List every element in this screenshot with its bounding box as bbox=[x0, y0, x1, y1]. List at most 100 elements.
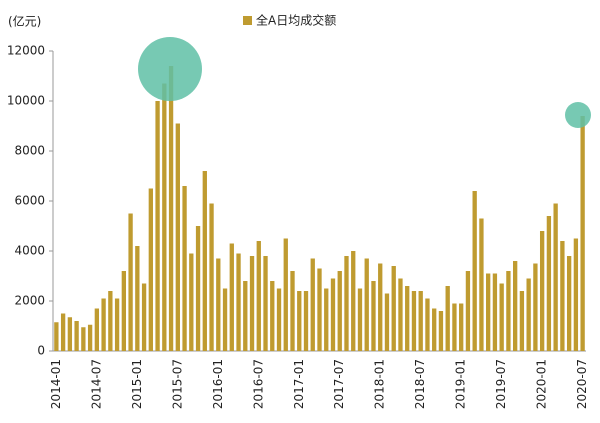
y-tick-label: 6000 bbox=[14, 194, 45, 208]
bar bbox=[337, 271, 342, 351]
bar bbox=[546, 216, 552, 351]
bar bbox=[229, 243, 234, 351]
x-tick-label: 2018-07 bbox=[413, 359, 427, 409]
bar bbox=[94, 308, 100, 351]
bar bbox=[276, 288, 282, 351]
bar bbox=[418, 291, 423, 351]
y-tick-label: 10000 bbox=[7, 94, 45, 108]
bar bbox=[330, 278, 336, 351]
bar bbox=[506, 271, 511, 351]
bar bbox=[236, 253, 241, 351]
bar bbox=[452, 303, 457, 351]
y-tick-label: 0 bbox=[37, 344, 45, 358]
highlight-circle bbox=[565, 102, 591, 128]
x-tick-label: 2015-01 bbox=[130, 359, 144, 409]
bar bbox=[432, 308, 437, 351]
bar bbox=[378, 263, 383, 351]
bar bbox=[108, 291, 113, 351]
bar bbox=[222, 288, 228, 351]
bar bbox=[512, 261, 518, 351]
x-tick-label: 2017-01 bbox=[292, 359, 306, 409]
bar bbox=[209, 203, 214, 351]
bar bbox=[290, 271, 295, 351]
x-tick-label: 2019-01 bbox=[454, 359, 468, 409]
bar bbox=[148, 188, 153, 351]
bar bbox=[492, 273, 498, 351]
bar bbox=[371, 281, 376, 351]
bar bbox=[539, 231, 545, 351]
highlight-circle bbox=[138, 37, 202, 101]
bar bbox=[256, 241, 261, 351]
bar bbox=[155, 101, 160, 351]
bar bbox=[128, 213, 133, 351]
bar bbox=[364, 258, 369, 351]
bar bbox=[216, 258, 221, 351]
bar bbox=[270, 281, 275, 351]
bar bbox=[566, 256, 572, 351]
x-tick-label: 2014-07 bbox=[89, 359, 103, 409]
bar bbox=[67, 317, 73, 351]
bar bbox=[101, 298, 106, 351]
bar bbox=[182, 186, 187, 351]
y-tick-label: 12000 bbox=[7, 44, 45, 58]
bar bbox=[54, 322, 59, 351]
bar bbox=[405, 286, 410, 351]
bar bbox=[263, 256, 268, 351]
bar bbox=[398, 278, 403, 351]
bar bbox=[74, 321, 79, 351]
bar bbox=[411, 291, 417, 351]
bar bbox=[114, 298, 120, 351]
bar bbox=[486, 273, 491, 351]
bar bbox=[202, 171, 207, 351]
y-tick-label: 4000 bbox=[14, 244, 45, 258]
bar bbox=[283, 238, 288, 351]
x-tick-label: 2020-07 bbox=[575, 359, 589, 409]
bar bbox=[425, 298, 430, 351]
bar bbox=[135, 246, 140, 351]
bar bbox=[344, 256, 349, 351]
bar bbox=[391, 266, 396, 351]
x-tick-label: 2018-01 bbox=[373, 359, 387, 409]
x-tick-label: 2014-01 bbox=[49, 359, 63, 409]
x-tick-label: 2016-07 bbox=[251, 359, 265, 409]
bar bbox=[121, 271, 127, 351]
bar bbox=[243, 281, 248, 351]
bar bbox=[162, 83, 167, 351]
bar bbox=[560, 241, 565, 351]
bar bbox=[303, 291, 309, 351]
bar bbox=[168, 66, 174, 351]
bar bbox=[573, 238, 579, 351]
x-tick-label: 2020-01 bbox=[535, 359, 549, 409]
bar bbox=[87, 324, 93, 351]
y-tick-label: 2000 bbox=[14, 294, 45, 308]
y-axis-label: (亿元) bbox=[8, 14, 41, 29]
bar bbox=[580, 116, 585, 351]
legend-label: 全A日均成交额 bbox=[256, 13, 336, 28]
bar bbox=[141, 283, 147, 351]
bar bbox=[175, 123, 180, 351]
bar bbox=[384, 293, 390, 351]
bar bbox=[533, 263, 538, 351]
bar bbox=[351, 251, 356, 351]
bar bbox=[317, 268, 322, 351]
x-tick-label: 2015-07 bbox=[170, 359, 184, 409]
bar bbox=[81, 327, 86, 351]
bar bbox=[297, 291, 302, 351]
bar bbox=[357, 288, 363, 351]
bar bbox=[310, 258, 315, 351]
bar bbox=[479, 218, 484, 351]
bar bbox=[324, 288, 329, 351]
y-tick-label: 8000 bbox=[14, 144, 45, 158]
bar bbox=[465, 271, 471, 351]
bar bbox=[249, 256, 255, 351]
x-tick-label: 2019-07 bbox=[494, 359, 508, 409]
bar bbox=[472, 191, 477, 351]
bar bbox=[519, 291, 525, 351]
bar bbox=[445, 286, 450, 351]
bar bbox=[60, 313, 66, 351]
bar bbox=[189, 253, 194, 351]
bar bbox=[526, 278, 531, 351]
x-tick-label: 2017-07 bbox=[332, 359, 346, 409]
legend-swatch bbox=[243, 16, 252, 25]
